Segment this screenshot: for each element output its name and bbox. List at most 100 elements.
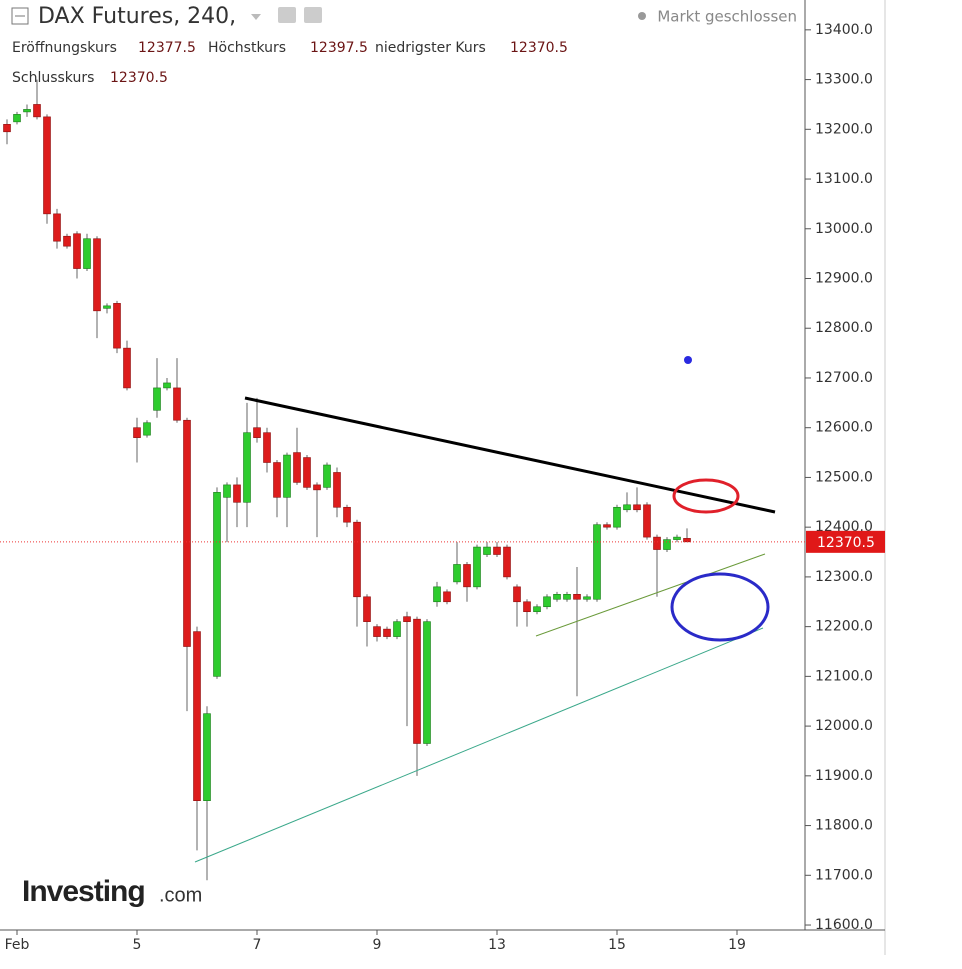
candle-body <box>623 504 631 511</box>
candle-body <box>473 546 481 588</box>
candle-body <box>663 539 671 550</box>
candle-body <box>173 387 181 421</box>
red-ellipse <box>672 478 740 514</box>
candle-body <box>363 596 371 622</box>
candle-body <box>323 464 331 488</box>
blue-ellipse <box>670 572 770 642</box>
candle-body <box>413 618 421 744</box>
candle-body <box>273 462 281 498</box>
candle-body <box>493 546 501 555</box>
candle-body <box>343 506 351 523</box>
candle-body <box>593 524 601 600</box>
x-tick-label: 13 <box>488 937 506 953</box>
x-tick-label: Feb <box>5 937 30 953</box>
candle-body <box>393 621 401 637</box>
candle-body <box>63 235 71 247</box>
candle-body <box>143 422 151 436</box>
candle-body <box>193 631 201 801</box>
low-label: niedrigster Kurs <box>375 40 486 56</box>
candle-body <box>83 238 91 269</box>
y-tick-label: 12100.0 <box>815 668 873 684</box>
y-tick-label: 12600.0 <box>815 420 873 436</box>
candle-body <box>303 457 311 488</box>
y-tick-label: 13200.0 <box>815 121 873 137</box>
candle-body <box>433 586 441 603</box>
candle-body <box>463 564 471 588</box>
candle-body <box>213 492 221 677</box>
x-tick-label: 19 <box>728 937 746 953</box>
open-value: 12377.5 <box>138 40 196 56</box>
blue-dot <box>684 356 692 364</box>
market-status: Markt geschlossen <box>657 8 797 26</box>
candle-body <box>643 504 651 538</box>
candle-body <box>133 427 141 438</box>
x-tick-label: 15 <box>608 937 626 953</box>
open-label: Eröffnungskurs <box>12 40 117 56</box>
x-tick-label: 7 <box>253 937 262 953</box>
visibility-icon[interactable] <box>278 7 296 23</box>
candle-body <box>403 616 411 622</box>
candle-body <box>263 432 271 463</box>
candle-body <box>253 427 261 438</box>
candle-body <box>683 538 691 543</box>
candle-body <box>313 484 321 491</box>
y-tick-label: 12200.0 <box>815 619 873 635</box>
candle-body <box>483 546 491 555</box>
high-value: 12397.5 <box>310 40 368 56</box>
y-tick-label: 13000.0 <box>815 221 873 237</box>
candle-body <box>293 452 301 483</box>
candle-body <box>163 382 171 389</box>
x-tick-label: 9 <box>373 937 382 953</box>
last-price-label: 12370.5 <box>817 535 875 551</box>
chart-title: DAX Futures, 240, <box>38 4 236 29</box>
candle-body <box>33 104 41 118</box>
candle-body <box>523 601 531 613</box>
candle-body <box>563 594 571 600</box>
candle-body <box>233 484 241 503</box>
y-tick-label: 13300.0 <box>815 72 873 88</box>
candle-body <box>223 484 231 498</box>
candle-body <box>423 621 431 744</box>
y-tick-label: 12900.0 <box>815 271 873 287</box>
dropdown-icon[interactable] <box>251 14 261 20</box>
y-tick-label: 12800.0 <box>815 320 873 336</box>
candle-body <box>513 586 521 603</box>
y-tick-label: 13100.0 <box>815 171 873 187</box>
resistance-trendline <box>244 396 776 514</box>
candle-body <box>373 626 381 637</box>
candle-body <box>613 506 621 528</box>
x-tick-label: 5 <box>133 937 142 953</box>
candle-body <box>353 521 361 598</box>
candle-body <box>453 564 461 583</box>
candle-body <box>43 116 51 215</box>
candle-body <box>603 524 611 528</box>
candle-body <box>543 596 551 608</box>
y-tick-label: 12000.0 <box>815 718 873 734</box>
candle-body <box>103 305 111 309</box>
candle-body <box>153 387 161 411</box>
candle-body <box>123 347 131 389</box>
candle-body <box>673 536 681 540</box>
high-label: Höchstkurs <box>208 40 286 56</box>
candle-body <box>23 109 31 113</box>
candle-body <box>93 238 101 312</box>
candle-body <box>113 303 121 349</box>
candle-body <box>503 546 511 578</box>
candle-body <box>243 432 251 503</box>
y-tick-label: 12700.0 <box>815 370 873 386</box>
low-value: 12370.5 <box>510 40 568 56</box>
candle-body <box>203 713 211 801</box>
close-value: 12370.5 <box>110 70 168 86</box>
logo-main: Investing <box>22 875 145 908</box>
support-trendline <box>535 553 766 637</box>
y-tick-label: 11900.0 <box>815 768 873 784</box>
collapse-icon[interactable] <box>11 7 29 25</box>
candle-body <box>583 596 591 600</box>
candle-body <box>333 472 341 508</box>
settings-icon[interactable] <box>304 7 322 23</box>
candle-body <box>383 628 391 637</box>
candle-body <box>533 606 541 613</box>
candle-body <box>283 454 291 498</box>
candle-body <box>3 124 11 133</box>
